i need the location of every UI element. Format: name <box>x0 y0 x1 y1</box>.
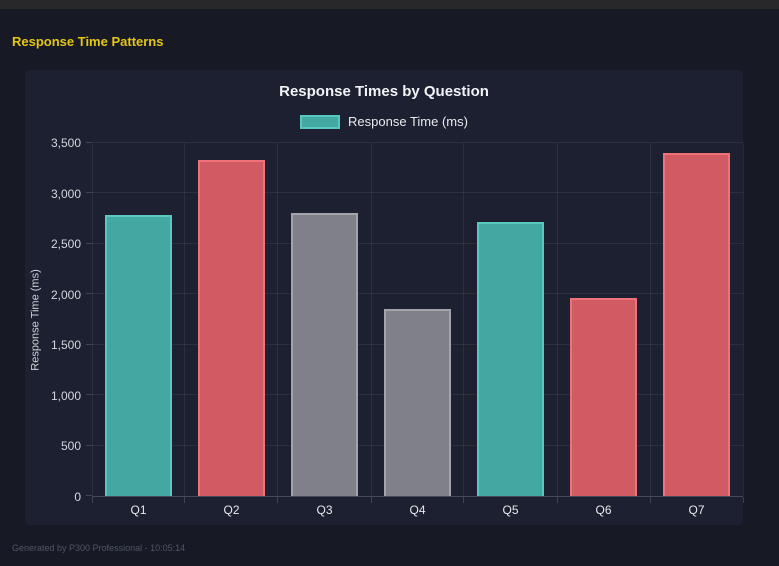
x-tick-mark <box>91 497 93 503</box>
x-tick-mark <box>556 497 558 503</box>
bar-q1[interactable] <box>105 214 172 496</box>
x-tick-label-q2: Q2 <box>223 503 240 517</box>
y-axis-ticks: 0 500 1,000 1,500 2,000 2,500 3,000 3,500 <box>25 136 81 504</box>
x-tick-label-q5: Q5 <box>502 503 519 517</box>
x-tick-mark <box>463 497 465 503</box>
footer-text: Generated by P300 Professional - 10:05:1… <box>12 543 186 553</box>
gridline-vertical <box>370 143 372 496</box>
legend-swatch <box>300 114 341 129</box>
gridline-vertical <box>91 143 93 496</box>
x-axis-labels: Q1 Q2 Q3 Q4 Q5 Q6 Q7 <box>92 503 743 521</box>
bar-q6[interactable] <box>570 298 637 496</box>
x-tick-mark <box>277 497 279 503</box>
page-title: Response Time Patterns <box>12 34 164 49</box>
y-tick-label: 2,000 <box>50 287 81 302</box>
gridline-vertical <box>649 143 651 496</box>
gridline-horizontal <box>92 142 743 143</box>
bar-q2[interactable] <box>198 160 265 496</box>
x-tick-label-q3: Q3 <box>316 503 333 517</box>
gridline-vertical <box>463 143 465 496</box>
top-bar <box>0 0 779 9</box>
x-tick-label-q1: Q1 <box>130 503 147 517</box>
gridline-horizontal <box>92 293 743 295</box>
bar-q7[interactable] <box>663 153 730 496</box>
x-tick-mark <box>649 497 651 503</box>
gridline-vertical <box>742 143 744 496</box>
x-tick-mark <box>184 497 186 503</box>
y-tick-label: 2,500 <box>50 237 81 252</box>
gridline-vertical <box>184 143 186 496</box>
legend-label: Response Time (ms) <box>348 114 468 129</box>
legend-item-response-time[interactable]: Response Time (ms) <box>25 114 743 129</box>
y-tick-mark <box>86 192 92 194</box>
y-tick-mark <box>86 394 92 396</box>
x-tick-label-q6: Q6 <box>595 503 612 517</box>
y-tick-mark <box>86 343 92 345</box>
gridline-horizontal <box>92 192 743 194</box>
x-tick-mark <box>742 497 744 503</box>
x-tick-label-q7: Q7 <box>688 503 705 517</box>
gridline-vertical <box>277 143 279 496</box>
y-tick-mark <box>86 444 92 446</box>
y-tick-mark <box>86 142 92 143</box>
y-tick-mark <box>86 293 92 295</box>
y-tick-label: 1,000 <box>50 388 81 403</box>
y-tick-label: 0 <box>74 490 81 504</box>
y-tick-label: 1,500 <box>50 338 81 353</box>
gridline-horizontal <box>92 242 743 244</box>
chart-title: Response Times by Question <box>279 83 489 100</box>
bar-q4[interactable] <box>384 309 451 496</box>
gridline-vertical <box>556 143 558 496</box>
y-tick-label: 3,000 <box>50 186 81 201</box>
y-tick-mark <box>86 242 92 244</box>
y-tick-label: 3,500 <box>50 136 81 150</box>
plot-area <box>86 142 744 503</box>
y-tick-mark <box>86 495 92 496</box>
y-tick-label: 500 <box>60 439 81 454</box>
bar-q3[interactable] <box>291 212 358 496</box>
x-tick-label-q4: Q4 <box>409 503 426 517</box>
chart-card: Response Times by Question Response Time… <box>25 70 744 525</box>
bar-q5[interactable] <box>477 221 544 496</box>
x-tick-mark <box>370 497 372 503</box>
